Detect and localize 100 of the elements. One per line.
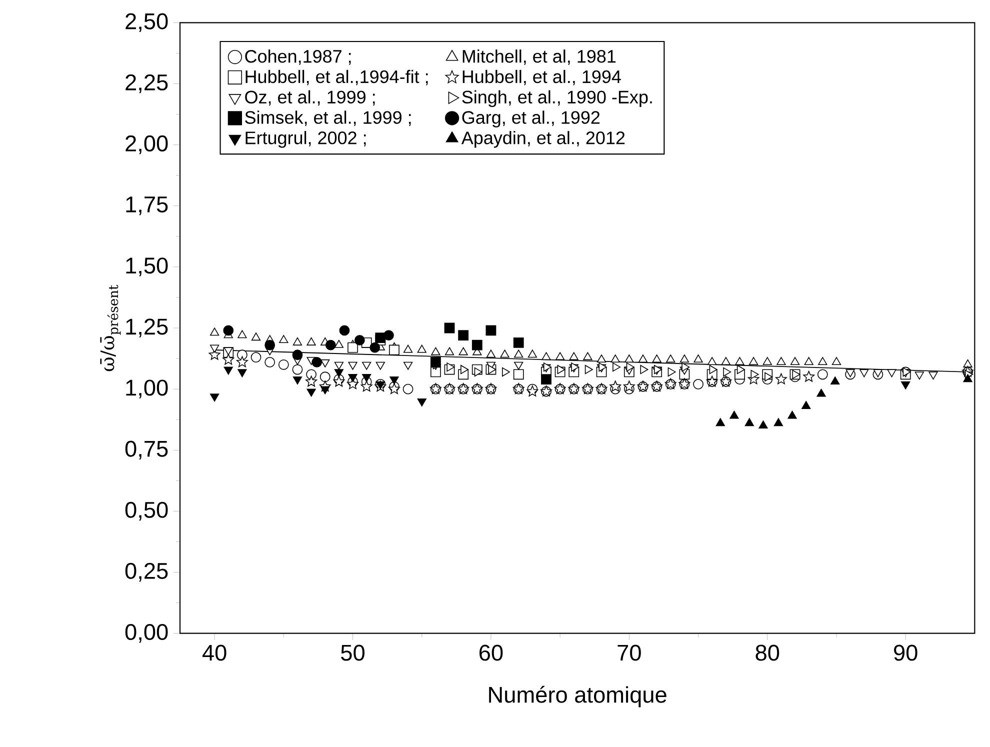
point (860, 369, 869, 378)
point (333, 376, 345, 387)
point (278, 359, 289, 370)
x-tick-label: 60 (480, 644, 503, 661)
x-tick-label: 80 (756, 644, 780, 661)
point (383, 330, 394, 341)
point (210, 394, 220, 402)
point (790, 356, 800, 365)
point (963, 374, 972, 382)
point (818, 356, 828, 365)
point (680, 354, 690, 363)
point (502, 367, 510, 377)
point (514, 362, 524, 370)
point (458, 330, 469, 341)
point (354, 335, 365, 346)
point (764, 372, 773, 382)
point (250, 352, 262, 363)
point (758, 420, 768, 429)
point (320, 372, 330, 382)
point (626, 362, 634, 372)
point (417, 398, 426, 406)
point (488, 364, 496, 374)
point (334, 362, 344, 370)
point (803, 370, 815, 382)
legend-label: Hubbell, et al.,1994-fit ; (246, 70, 428, 86)
point (832, 356, 842, 365)
point (638, 354, 648, 363)
point (360, 380, 372, 392)
x-tick-label: 50 (341, 644, 364, 661)
point (623, 380, 635, 392)
point (887, 369, 896, 378)
point (682, 362, 690, 372)
point (362, 362, 372, 370)
point (569, 352, 578, 360)
point (472, 340, 482, 350)
point (693, 378, 704, 390)
point (528, 350, 537, 358)
point (238, 369, 247, 378)
point (325, 340, 336, 350)
point (709, 364, 718, 374)
point (500, 350, 510, 358)
point (348, 342, 358, 353)
point (339, 325, 350, 336)
point (430, 356, 441, 368)
point (446, 362, 455, 372)
legend-label: Cohen,1987 ; (245, 50, 351, 65)
point (830, 376, 840, 385)
point (652, 354, 662, 363)
point (668, 367, 676, 377)
point (402, 384, 414, 394)
point (444, 347, 454, 356)
point (458, 347, 468, 356)
point (735, 356, 744, 365)
point (914, 372, 924, 380)
y-tick-label: 0,25 (125, 562, 168, 582)
point (804, 356, 814, 365)
point (292, 350, 303, 360)
point (963, 359, 972, 368)
point (312, 356, 322, 368)
point (251, 332, 261, 341)
point (612, 362, 621, 372)
point (654, 364, 662, 374)
y-tick-label: 2,00 (126, 135, 168, 154)
point (320, 386, 330, 394)
point (744, 418, 754, 426)
point (873, 369, 882, 378)
point (431, 347, 440, 356)
point (223, 325, 234, 336)
point (306, 388, 316, 397)
point (928, 372, 938, 380)
point (513, 337, 524, 348)
point (222, 354, 234, 365)
y-tick-label: 2,50 (126, 13, 168, 32)
point (723, 367, 732, 377)
y-tick-label: 0,00 (125, 624, 168, 643)
point (334, 340, 344, 348)
point (334, 369, 344, 378)
legend-label: Singh, et al., 1990 -Exp. (462, 90, 652, 108)
point (556, 352, 565, 360)
point (320, 359, 330, 368)
point (348, 362, 358, 370)
legend-label: Mitchell, et al, 1981 (462, 50, 616, 65)
point (279, 335, 288, 344)
point (736, 364, 745, 374)
point (721, 356, 730, 365)
point (210, 344, 220, 353)
point (376, 381, 385, 390)
point (238, 330, 247, 338)
point (403, 344, 413, 353)
point (292, 364, 303, 375)
legend-label: Simsek, et al., 1999 ; (245, 110, 411, 126)
point (846, 369, 855, 378)
point (264, 356, 276, 368)
point (583, 352, 592, 360)
point (542, 352, 551, 360)
point (417, 344, 426, 353)
point (610, 380, 622, 392)
legend-label: Ertugrul, 2002 ; (246, 131, 366, 148)
point (557, 364, 566, 374)
point (306, 337, 316, 346)
